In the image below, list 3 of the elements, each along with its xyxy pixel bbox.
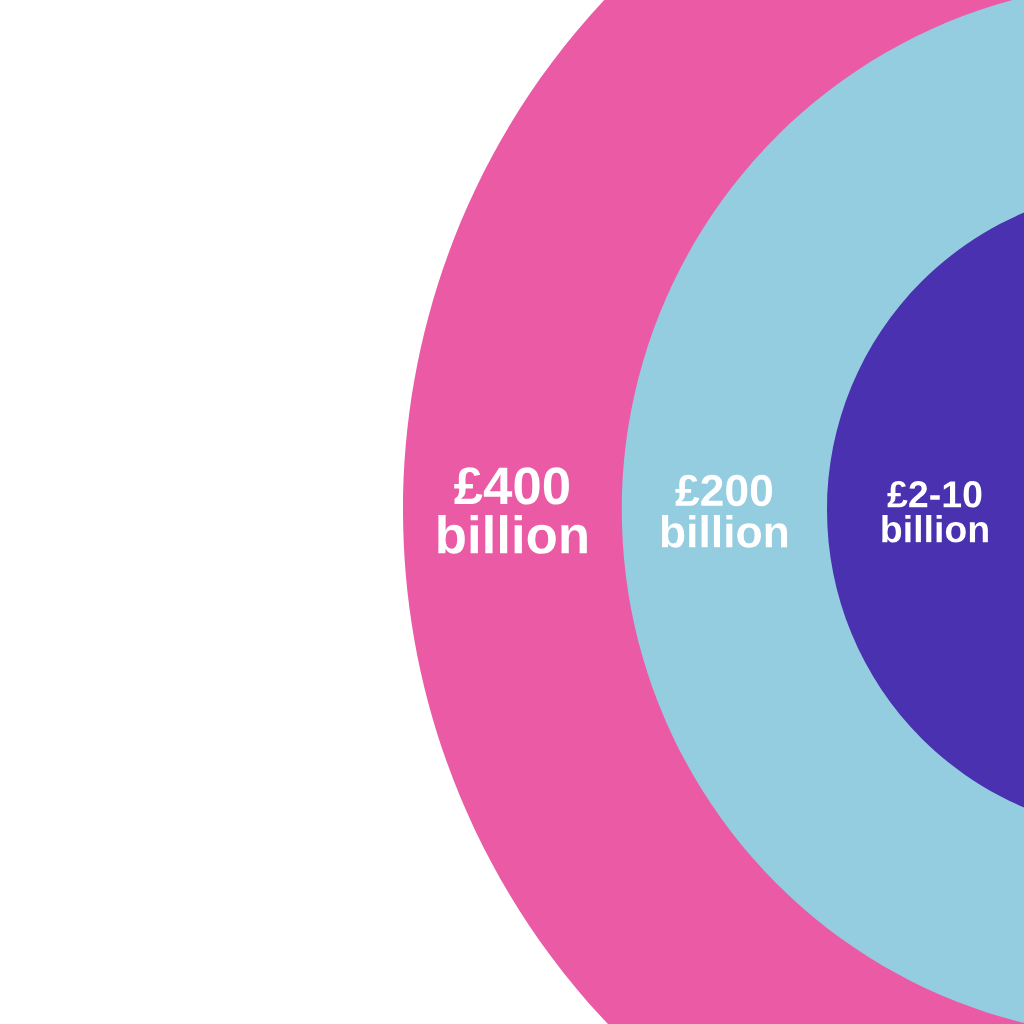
data-label: £2-10 billion [882,481,988,543]
data-label: £200 billion [661,474,788,548]
data-label: £400 billion [438,467,587,554]
